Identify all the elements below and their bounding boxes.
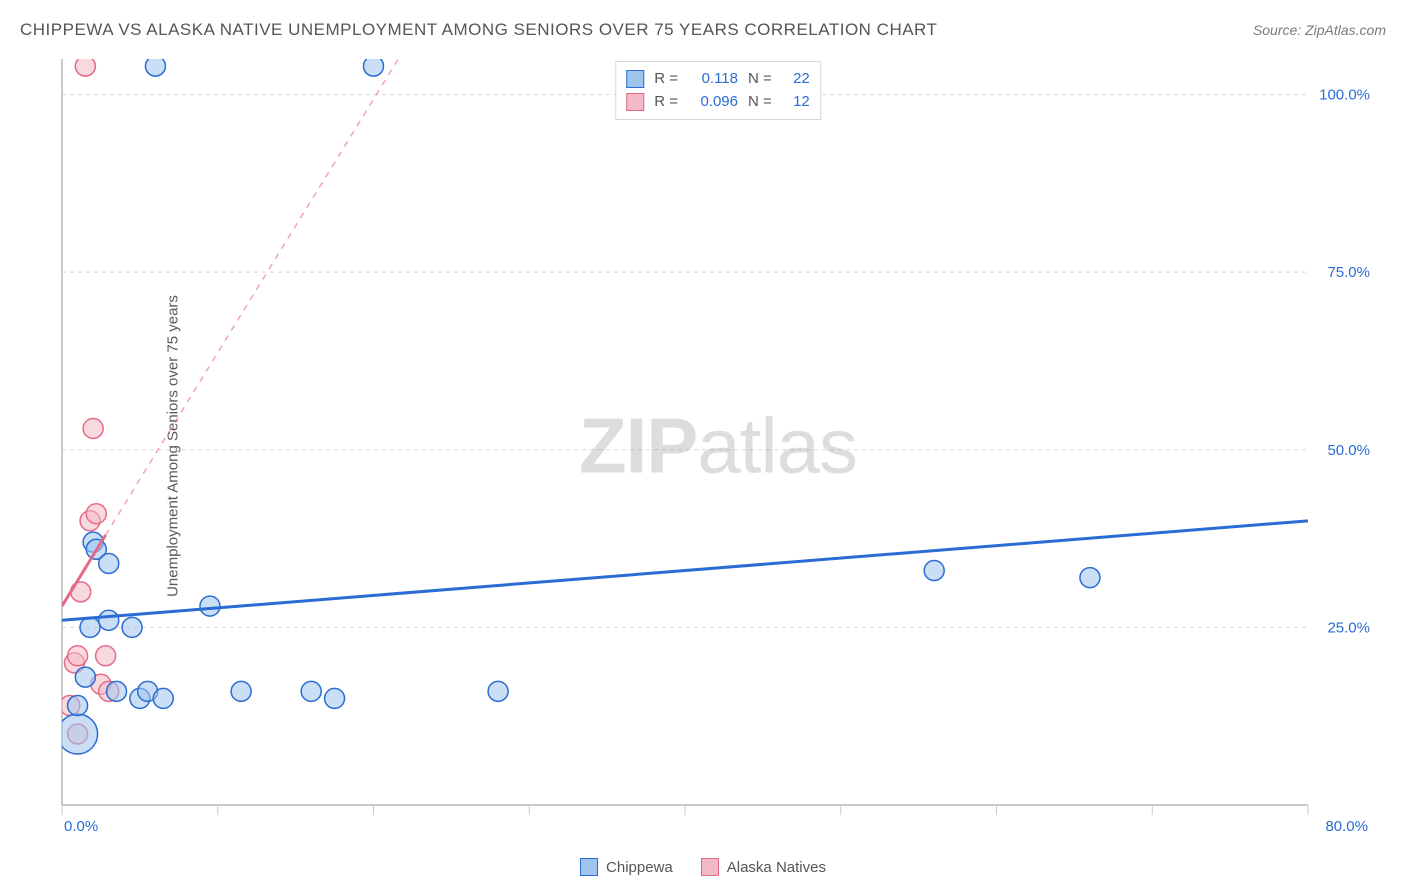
legend-swatch bbox=[626, 70, 644, 88]
n-value: 12 bbox=[782, 91, 810, 114]
header: CHIPPEWA VS ALASKA NATIVE UNEMPLOYMENT A… bbox=[20, 20, 1386, 40]
data-point bbox=[75, 56, 95, 76]
data-point bbox=[1080, 568, 1100, 588]
n-value: 22 bbox=[782, 68, 810, 91]
page-title: CHIPPEWA VS ALASKA NATIVE UNEMPLOYMENT A… bbox=[20, 20, 937, 40]
legend-label: Chippewa bbox=[606, 859, 673, 876]
plot-area: 0.0%80.0%25.0%50.0%75.0%100.0% ZIPatlas … bbox=[58, 55, 1378, 837]
trend-line bbox=[62, 521, 1308, 620]
source-label: Source: ZipAtlas.com bbox=[1253, 22, 1386, 38]
n-label: N = bbox=[748, 68, 772, 91]
stat-row: R = 0.096 N = 12 bbox=[626, 91, 810, 114]
data-point bbox=[231, 681, 251, 701]
svg-text:25.0%: 25.0% bbox=[1327, 619, 1370, 636]
r-label: R = bbox=[654, 68, 678, 91]
data-point bbox=[58, 714, 98, 754]
data-point bbox=[99, 553, 119, 573]
svg-text:100.0%: 100.0% bbox=[1319, 87, 1370, 104]
r-value: 0.096 bbox=[688, 91, 738, 114]
data-point bbox=[153, 688, 173, 708]
stat-row: R = 0.118 N = 22 bbox=[626, 68, 810, 91]
data-point bbox=[99, 610, 119, 630]
data-point bbox=[122, 617, 142, 637]
data-point bbox=[145, 56, 165, 76]
data-point bbox=[200, 596, 220, 616]
svg-text:80.0%: 80.0% bbox=[1325, 818, 1368, 835]
data-point bbox=[364, 56, 384, 76]
r-value: 0.118 bbox=[688, 68, 738, 91]
svg-text:75.0%: 75.0% bbox=[1327, 264, 1370, 281]
legend-swatch bbox=[701, 858, 719, 876]
legend-label: Alaska Natives bbox=[727, 859, 826, 876]
correlation-stats-box: R = 0.118 N = 22 R = 0.096 N = 12 bbox=[615, 61, 821, 120]
data-point bbox=[325, 688, 345, 708]
data-point bbox=[80, 617, 100, 637]
data-point bbox=[924, 561, 944, 581]
n-label: N = bbox=[748, 91, 772, 114]
svg-text:50.0%: 50.0% bbox=[1327, 442, 1370, 459]
legend-item: Chippewa bbox=[580, 858, 673, 876]
trend-extension bbox=[106, 55, 530, 535]
data-point bbox=[86, 504, 106, 524]
source-prefix: Source: bbox=[1253, 22, 1301, 38]
legend-swatch bbox=[626, 93, 644, 111]
data-point bbox=[75, 667, 95, 687]
chart-svg: 0.0% 80.0% 25.0% 50.0% 75.0% 100.0% bbox=[58, 55, 1378, 837]
data-point bbox=[96, 646, 116, 666]
legend-item: Alaska Natives bbox=[701, 858, 826, 876]
data-point bbox=[68, 646, 88, 666]
r-label: R = bbox=[654, 91, 678, 114]
svg-text:0.0%: 0.0% bbox=[64, 818, 98, 835]
data-point bbox=[107, 681, 127, 701]
legend-swatch bbox=[580, 858, 598, 876]
data-point bbox=[301, 681, 321, 701]
data-point bbox=[488, 681, 508, 701]
data-point bbox=[83, 418, 103, 438]
legend: Chippewa Alaska Natives bbox=[580, 858, 826, 876]
data-point bbox=[68, 696, 88, 716]
source-value: ZipAtlas.com bbox=[1305, 22, 1386, 38]
